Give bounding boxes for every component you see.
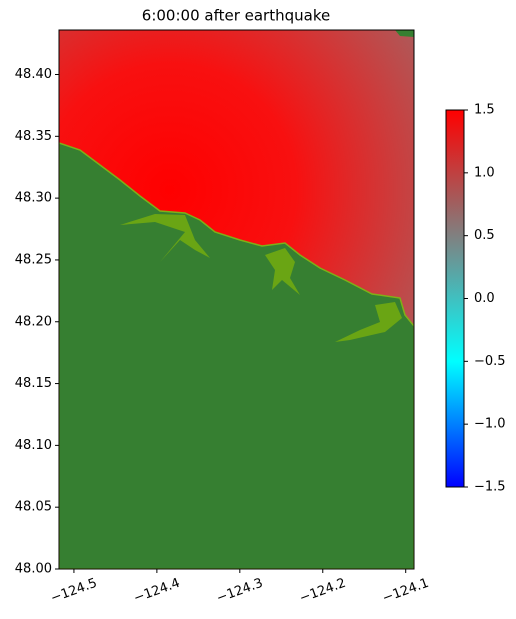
land: [395, 30, 414, 37]
land: [59, 142, 414, 569]
inlet: [265, 248, 300, 295]
x-tick-label: −124.5: [49, 576, 99, 607]
x-tick-label: −124.4: [132, 576, 182, 607]
plot-frame: [58, 29, 415, 570]
y-tick-label: 48.05: [15, 500, 52, 515]
x-tick-label: −124.3: [215, 576, 265, 607]
inlet: [335, 302, 402, 342]
y-tick-label: 48.10: [15, 438, 52, 453]
inlet: [120, 214, 210, 262]
colorbar-tick-label: −1.5: [474, 480, 506, 495]
chart-title: 6:00:00 after earthquake: [142, 7, 330, 25]
x-tick-label: −124.2: [298, 576, 348, 607]
colorbar-tick-label: −1.0: [474, 417, 506, 432]
y-tick-label: 48.35: [15, 129, 52, 144]
y-tick-label: 48.20: [15, 314, 52, 329]
y-tick-label: 48.00: [15, 562, 52, 577]
y-tick-label: 48.40: [15, 67, 52, 82]
y-tick-label: 48.25: [15, 252, 52, 267]
y-tick-label: 48.15: [15, 376, 52, 391]
x-tick-label: −124.1: [381, 576, 431, 607]
map: [59, 30, 414, 569]
colorbar-tick-label: 1.0: [474, 165, 495, 180]
colorbar: [445, 109, 465, 488]
colorbar-tick-label: 1.5: [474, 103, 495, 118]
y-tick-label: 48.30: [15, 191, 52, 206]
colorbar-tick-label: 0.0: [474, 291, 495, 306]
colorbar-tick-label: −0.5: [474, 354, 506, 369]
colorbar-tick-label: 0.5: [474, 228, 495, 243]
